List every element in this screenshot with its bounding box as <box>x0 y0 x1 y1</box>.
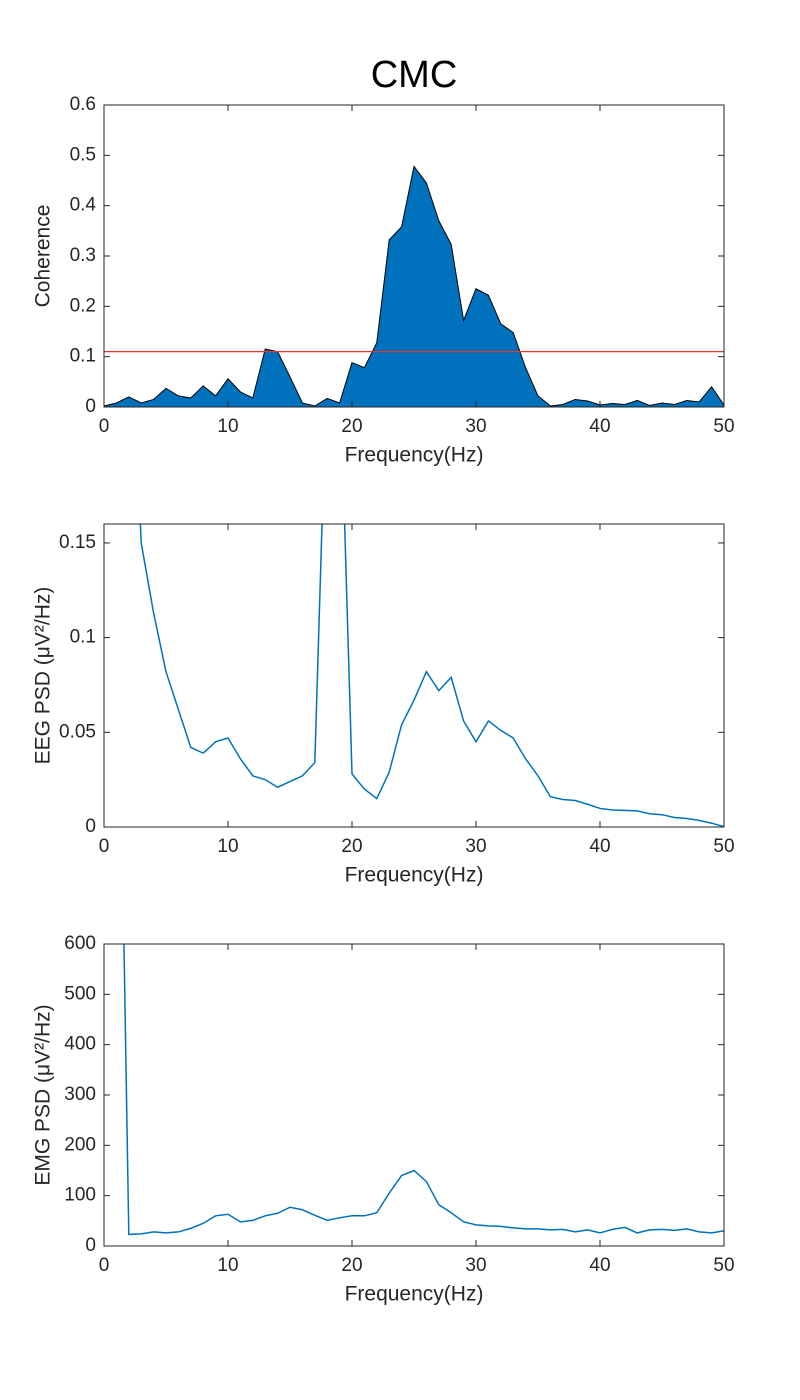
y-tick-label: 500 <box>64 983 96 1004</box>
x-tick-label: 30 <box>465 836 486 857</box>
chart-title: CMC <box>371 54 458 96</box>
y-tick-label: 0 <box>85 1235 96 1256</box>
y-tick-label: 400 <box>64 1034 96 1055</box>
y-tick-label: 600 <box>64 933 96 954</box>
y-tick-label: 300 <box>64 1084 96 1105</box>
y-tick-label: 0.2 <box>70 295 96 316</box>
plot-area <box>104 524 724 827</box>
x-axis-label: Frequency(Hz) <box>345 864 484 887</box>
x-tick-label: 40 <box>589 416 610 437</box>
y-tick-label: 0 <box>85 396 96 417</box>
x-tick-label: 0 <box>99 836 110 857</box>
plot-content <box>123 944 724 1236</box>
plot-content <box>104 165 724 407</box>
y-tick-label: 0.05 <box>59 721 96 742</box>
x-tick-label: 50 <box>713 416 734 437</box>
x-tick-label: 0 <box>99 416 110 437</box>
x-tick-label: 0 <box>99 1255 110 1276</box>
y-tick-label: 0.1 <box>70 627 96 648</box>
x-axis-label: Frequency(Hz) <box>345 1283 484 1306</box>
line <box>123 944 724 1236</box>
x-tick-label: 30 <box>465 416 486 437</box>
y-tick-label: 200 <box>64 1134 96 1155</box>
x-tick-label: 50 <box>713 836 734 857</box>
x-tick-label: 10 <box>217 416 238 437</box>
y-tick-label: 0.6 <box>70 94 96 115</box>
x-tick-label: 20 <box>341 836 362 857</box>
y-tick-label: 0.15 <box>59 532 96 553</box>
y-axis-label: Coherence <box>32 205 55 308</box>
x-tick-label: 40 <box>589 1255 610 1276</box>
x-tick-label: 10 <box>217 836 238 857</box>
axes-box <box>103 523 725 828</box>
y-axis-label: EEG PSD (μV²/Hz) <box>32 587 55 765</box>
plot-content <box>139 524 724 827</box>
area <box>104 165 724 407</box>
x-tick-label: 20 <box>341 1255 362 1276</box>
y-tick-label: 0.1 <box>70 346 96 367</box>
x-tick-label: 40 <box>589 836 610 857</box>
y-tick-label: 0.4 <box>70 195 97 216</box>
line <box>139 524 724 827</box>
y-tick-label: 0 <box>85 816 96 837</box>
y-tick-label: 0.5 <box>70 144 96 165</box>
x-tick-label: 20 <box>341 416 362 437</box>
plot-area <box>104 944 724 1246</box>
y-tick-label: 0.3 <box>70 245 96 266</box>
y-axis-label: EMG PSD (μV²/Hz) <box>32 1004 55 1185</box>
y-tick-label: 100 <box>64 1185 96 1206</box>
x-axis-label: Frequency(Hz) <box>345 444 484 467</box>
x-tick-label: 30 <box>465 1255 486 1276</box>
x-tick-label: 50 <box>713 1255 734 1276</box>
x-tick-label: 10 <box>217 1255 238 1276</box>
